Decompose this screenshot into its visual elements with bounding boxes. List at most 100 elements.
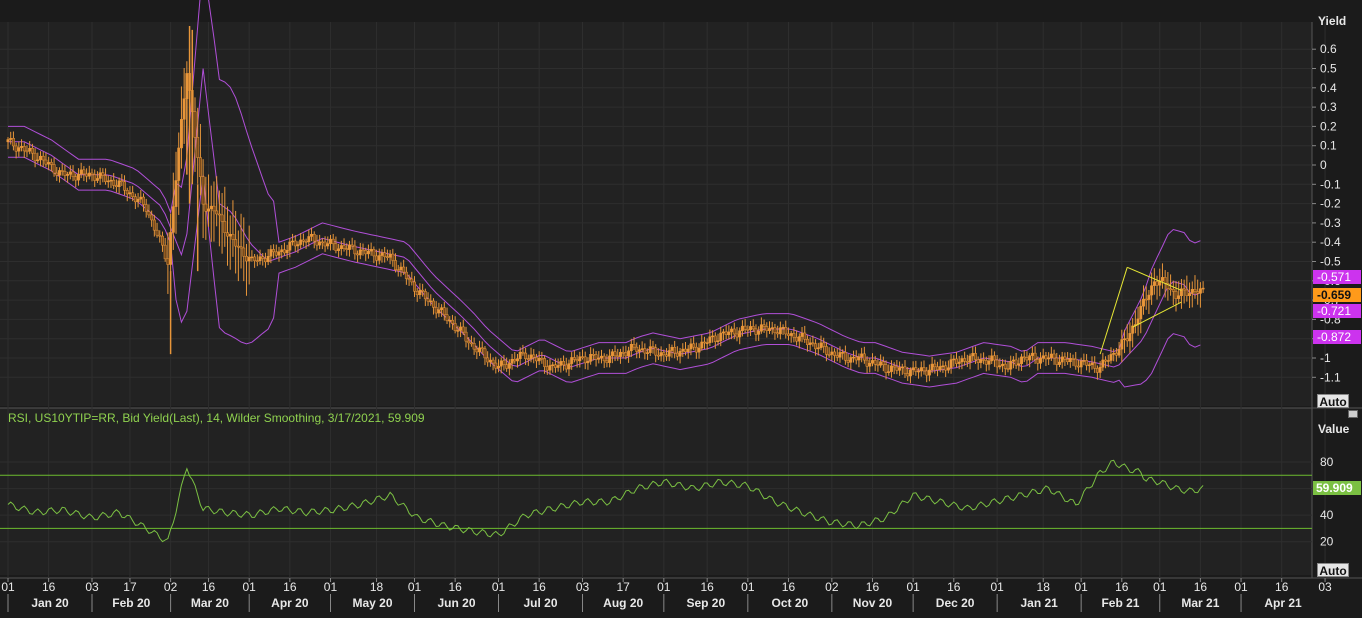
candle-body [879,361,883,366]
rsi-line [7,459,1204,543]
candle-body [36,159,40,162]
candle-body [529,354,533,360]
candle-body [383,252,387,257]
rsi-auto-button[interactable]: Auto [1317,563,1349,578]
candle-body [778,327,782,335]
candle-body [467,340,471,344]
candle-body [524,352,528,359]
candle-body [247,256,251,262]
candle-body [93,174,97,181]
candle-body [995,359,999,368]
candle-body [282,249,286,254]
rsi-panel-bg [0,408,1312,575]
candle-body [697,347,701,353]
candle-body [456,330,460,332]
candle-body [337,248,341,251]
rsi-series [0,459,1312,543]
candle-body [161,235,164,246]
candle-body [136,198,140,203]
price-tag-label: -0.872 [1317,330,1351,344]
candle-body [713,335,717,342]
candle-body [627,350,631,357]
candle-body [1068,358,1072,363]
price-auto-button[interactable]: Auto [1317,394,1349,409]
candle-body [548,365,552,371]
candle-body [887,371,891,373]
candle-body [759,324,763,332]
candle-body [963,358,967,362]
candle-body [1033,352,1037,360]
ytick-label: 0.2 [1320,119,1337,133]
candle-body [629,344,633,352]
candle-body [716,340,720,342]
candle-body [480,347,484,350]
xtick-month-label: Jan 21 [1020,596,1058,610]
candle-body [621,351,625,354]
candle-body [1066,358,1070,363]
candle-body [242,247,246,257]
candle-body [610,351,614,357]
candle-body [478,347,481,353]
candle-body [651,346,655,348]
candle-body [730,328,734,333]
candle-body [594,354,598,360]
candle-body [1193,289,1197,292]
candle-body [1049,353,1053,359]
candle-body [1163,277,1167,284]
candle-body [1142,298,1145,307]
candle-body [957,361,961,364]
candle-body [1095,368,1099,373]
axes: 0.60.50.40.30.20.10-0.1-0.2-0.3-0.4-0.5-… [1,42,1361,612]
candle-body [1020,356,1023,364]
candle-body [1060,356,1064,363]
candle-body [1112,352,1116,355]
candle-body [575,359,579,362]
candle-body [150,214,154,221]
candle-body [74,176,78,181]
candle-body [559,361,563,366]
candle-body [721,331,725,334]
candle-body [1139,305,1143,320]
candle-body [960,358,964,363]
xtick-day-label: 17 [123,580,137,594]
candle-body [665,354,668,357]
candle-body [369,249,373,252]
candle-body [776,332,780,335]
candle-body [976,359,980,363]
candle-body [207,208,210,212]
xtick-day-label: 16 [42,580,56,594]
candle-body [816,347,820,350]
xtick-month-label: Oct 20 [771,596,808,610]
candle-body [586,361,590,364]
candle-body [182,98,186,120]
xtick-month-label: Jun 20 [437,596,475,610]
candle-body [1169,288,1173,291]
xtick-month-label: Apr 20 [271,596,309,610]
candle-body [906,373,910,377]
candle-body [619,351,622,357]
candle-body [198,157,202,177]
candle-body [1106,360,1110,362]
xtick-day-label: 01 [1153,580,1167,594]
candle-body [399,266,403,271]
candle-body [323,241,327,247]
candle-body [179,119,183,149]
candle-body [911,367,915,371]
candle-body [33,152,37,162]
candle-body [689,343,693,350]
candle-body [643,348,647,354]
candle-body [358,249,362,256]
candle-body [1055,357,1059,365]
xtick-day-label: 02 [825,580,839,594]
candle-body [41,155,45,161]
candle-body [437,309,441,314]
candle-body [226,232,229,237]
candle-body [1022,356,1026,359]
candle-body [445,314,449,321]
candle-body [152,219,156,231]
candle-body [1188,293,1192,296]
candle-body [434,307,438,314]
candle-body [1006,368,1010,370]
panel-resize-handle[interactable] [1348,410,1358,418]
xtick-day-label: 16 [448,580,462,594]
